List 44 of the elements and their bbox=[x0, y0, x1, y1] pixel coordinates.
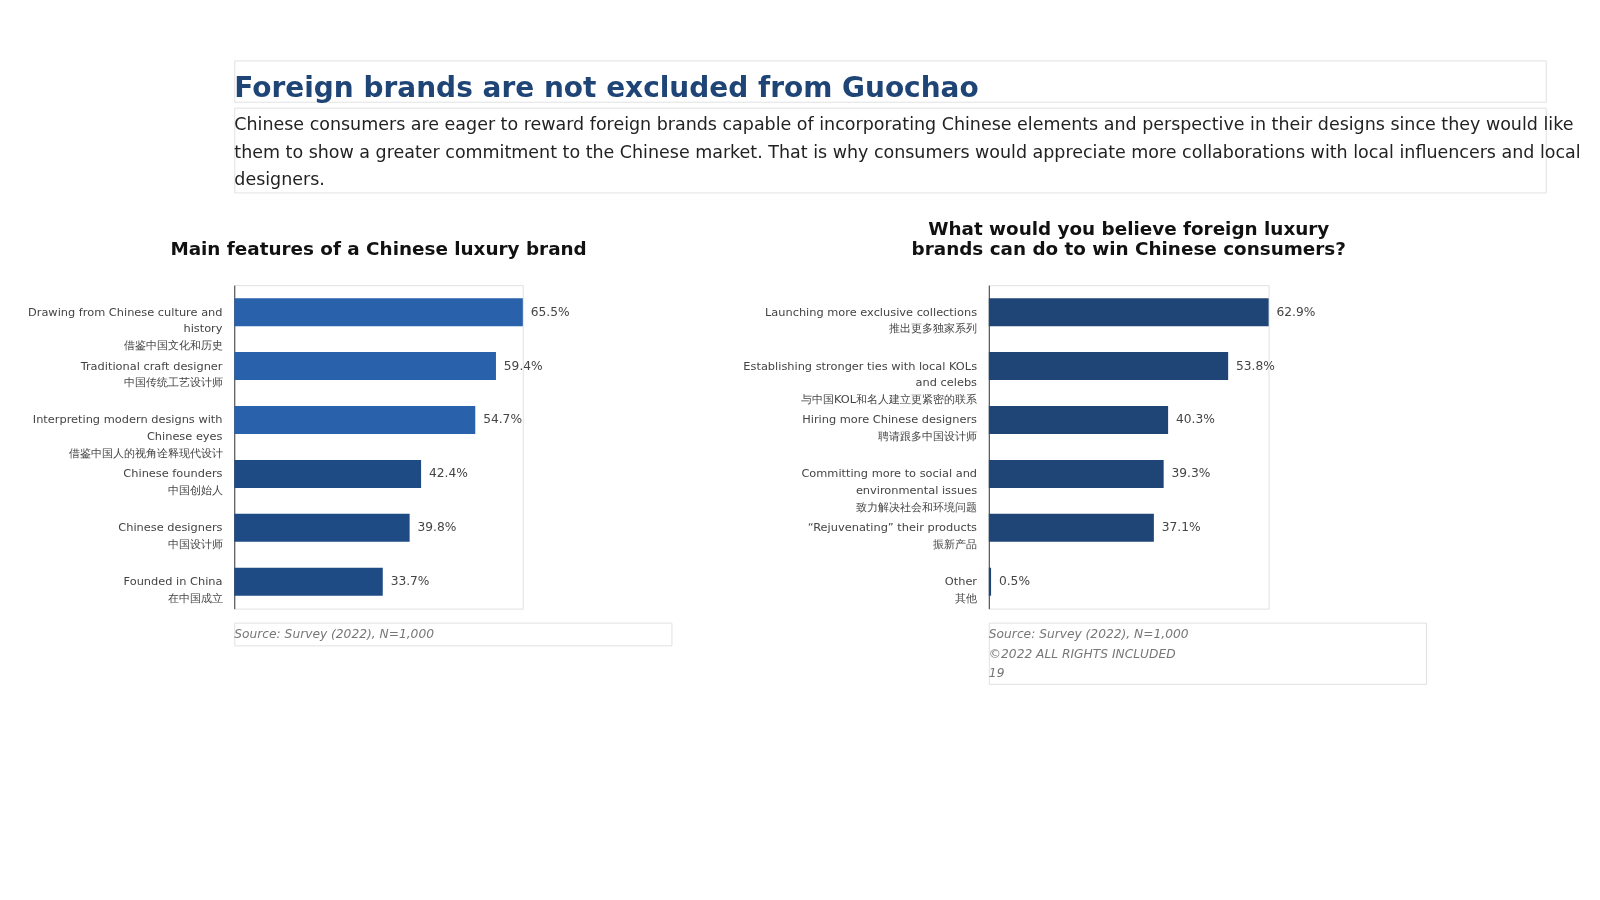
data-label: 54.7% bbox=[483, 412, 523, 427]
bar bbox=[234, 513, 410, 542]
data-label: 0.5% bbox=[998, 574, 1031, 589]
bar bbox=[234, 298, 523, 327]
chart-title: Main features of a Chinese luxury brand bbox=[170, 238, 587, 260]
data-label: 42.4% bbox=[428, 466, 468, 481]
bar bbox=[988, 567, 992, 596]
bar bbox=[988, 459, 1164, 488]
data-label: 53.8% bbox=[1236, 358, 1275, 373]
data-label: 37.1% bbox=[1161, 520, 1201, 535]
y-tick-label: Hiring more Chinese designers 聘请跟多中国设计师 bbox=[802, 412, 978, 444]
text: ©2022 ALL RIGHTS INCLUDED bbox=[988, 646, 1176, 661]
y-tick-label: Launching more exclusive collections 推出更多独家系列 bbox=[764, 304, 978, 336]
bar bbox=[234, 352, 496, 381]
bar bbox=[234, 567, 383, 596]
text: Chinese consumers are eager to reward foreign brands capable of incorporating Chinese elements and perspective in their designs since they would like them to show a greater commitment to the Chinese market. That is why consumers would appreciate more collaborations with local influencers and local designers. bbox=[234, 114, 1581, 189]
data-label: 62.9% bbox=[1276, 304, 1316, 319]
source-note: Source: Survey (2022), N=1,000 bbox=[234, 627, 435, 642]
y-tick-label: Chinese designers 中国设计师 bbox=[118, 520, 223, 551]
y-tick-label: Traditional craft designer 中国传统工艺设计师 bbox=[79, 358, 223, 390]
bar bbox=[988, 405, 1169, 434]
chart-title: What would you believe foreign luxury brands can do to win Chinese consumers? bbox=[911, 218, 1346, 260]
data-label: 33.7% bbox=[390, 574, 430, 589]
y-tick-label: Founded in China 在中国成立 bbox=[123, 574, 223, 605]
data-label: 65.5% bbox=[530, 304, 570, 319]
y-tick-label: Drawing from Chinese culture and history 借鉴中国文化和历史 bbox=[27, 304, 223, 352]
text: 19 bbox=[988, 665, 1005, 680]
data-label: 40.3% bbox=[1175, 412, 1215, 427]
bar bbox=[234, 459, 422, 488]
y-tick-label: Other 其他 bbox=[944, 574, 978, 605]
source-note: Source: Survey (2022), N=1,000 bbox=[988, 627, 1189, 642]
data-label: 59.4% bbox=[503, 358, 543, 373]
bar bbox=[234, 405, 476, 434]
text: Foreign brands are not excluded from Guochao bbox=[234, 71, 979, 105]
y-tick-label: Chinese founders 中国创始人 bbox=[123, 466, 223, 498]
y-tick-label: Establishing stronger ties with local KOLs and celebs 与中国KOL和名人建立更紧密的联系 bbox=[743, 358, 978, 406]
y-tick-label: Interpreting modern designs with Chinese eyes 借鉴中国人的视角诠释现代设计 bbox=[32, 412, 223, 460]
y-tick-label: Committing more to social and environmental issues 致力解决社会和环境问题 bbox=[801, 466, 978, 514]
y-tick-label: “Rejuvenating” their products 振新产品 bbox=[807, 520, 978, 551]
data-label: 39.3% bbox=[1171, 466, 1211, 481]
data-label: 39.8% bbox=[417, 520, 457, 535]
bar bbox=[988, 352, 1229, 381]
bar bbox=[988, 298, 1269, 327]
bar bbox=[988, 513, 1154, 542]
